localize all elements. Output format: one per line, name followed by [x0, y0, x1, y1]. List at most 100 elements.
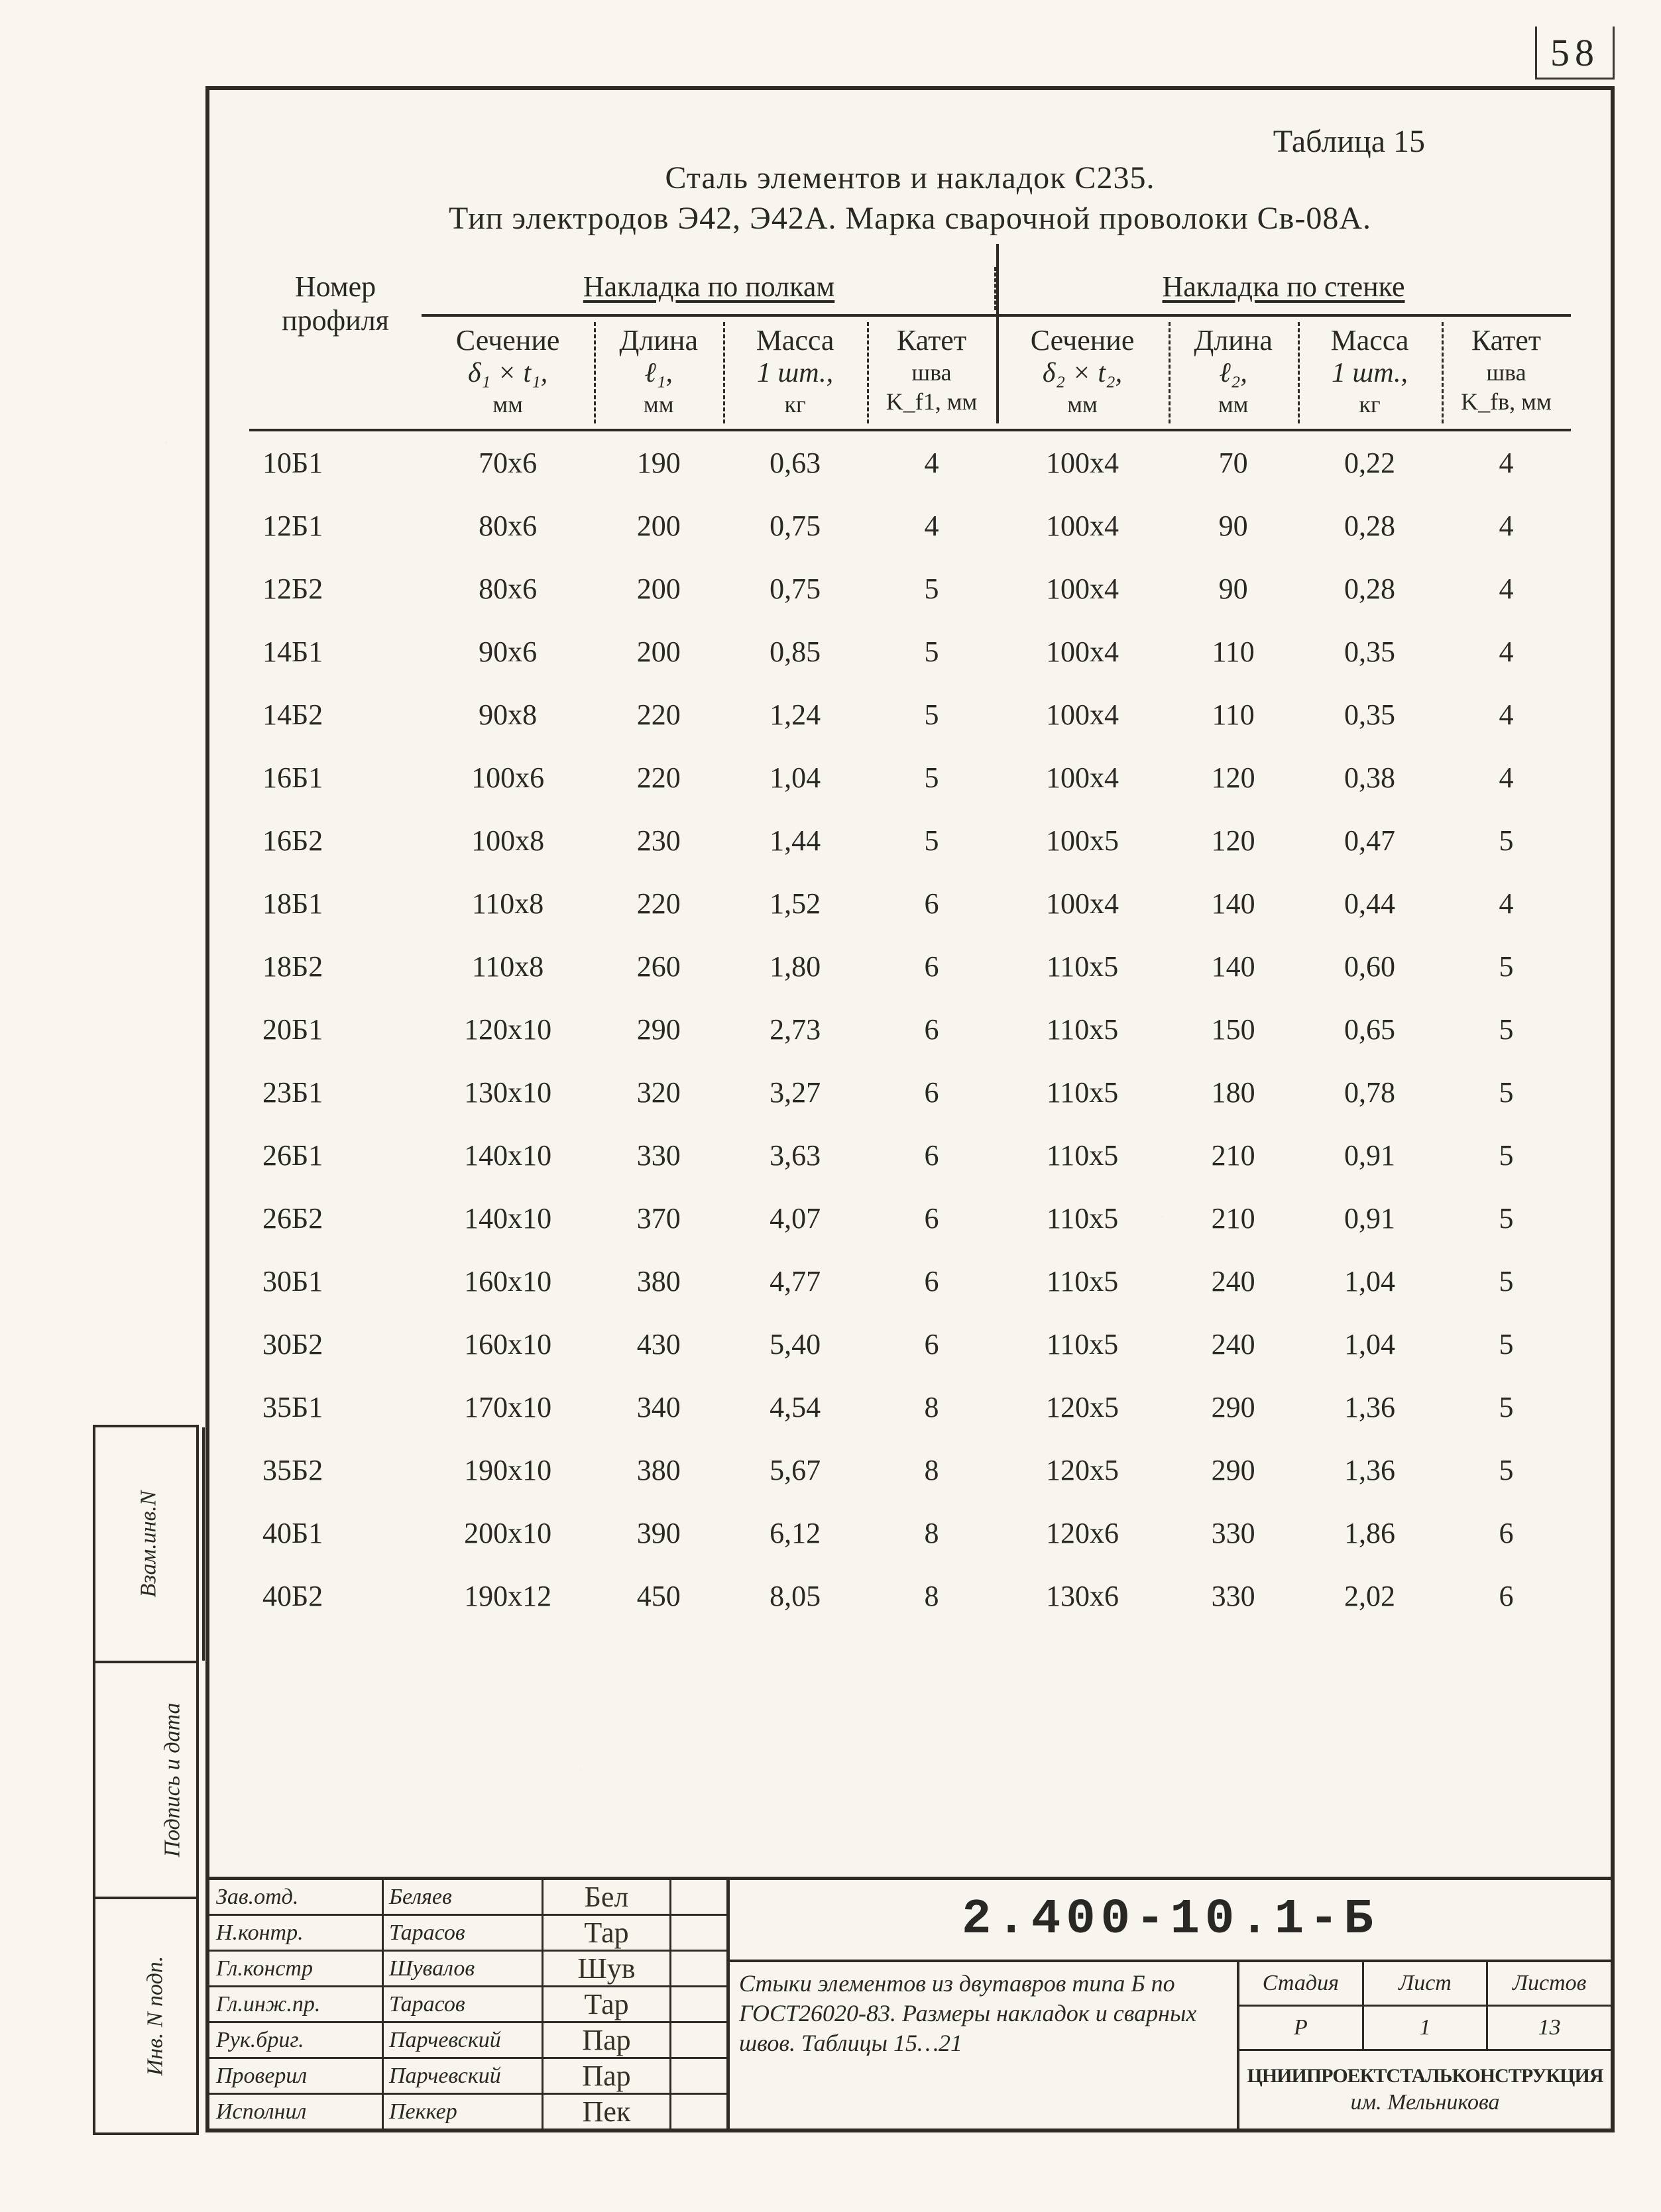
signer-name: Тарасов — [384, 1987, 544, 2021]
table-cell: 120х5 — [996, 1376, 1169, 1439]
table-cell: 90х6 — [422, 620, 594, 683]
table-cell: 4 — [1442, 620, 1571, 683]
table-cell: 130х6 — [996, 1565, 1169, 1628]
org-sub: им. Мельникова — [1350, 2090, 1499, 2115]
signature-glyph: Тар — [544, 1916, 671, 1950]
table-row: 18Б1110х82201,526100х41400,444 — [249, 872, 1571, 935]
document-frame: Таблица 15 Сталь элементов и накладок С2… — [205, 86, 1615, 2132]
table-cell: 430 — [594, 1313, 723, 1376]
table-cell: 5,40 — [723, 1313, 867, 1376]
signer-name: Пеккер — [384, 2095, 544, 2129]
table-caption: Таблица 15 — [249, 123, 1571, 160]
table-cell: 6 — [867, 998, 996, 1061]
signature-row: Гл.констрШуваловШув — [209, 1952, 726, 1987]
table-cell: 390 — [594, 1502, 723, 1565]
table-cell: 35Б2 — [249, 1439, 422, 1502]
signature-glyph: Пек — [544, 2095, 671, 2129]
signature-glyph: Тар — [544, 1987, 671, 2021]
table-row: 16Б2100х82301,445100х51200,475 — [249, 809, 1571, 872]
table-cell: 2,73 — [723, 998, 867, 1061]
table-row: 14Б290х82201,245100х41100,354 — [249, 683, 1571, 746]
table-cell: 8 — [867, 1439, 996, 1502]
table-cell: 5 — [1442, 935, 1571, 998]
table-cell: 210 — [1169, 1124, 1298, 1187]
col-group-web: Накладка по стенке — [996, 263, 1571, 315]
table-cell: 23Б1 — [249, 1061, 422, 1124]
table-cell: 140х10 — [422, 1187, 594, 1250]
table-cell: 1,36 — [1298, 1376, 1442, 1439]
table-cell: 6 — [867, 1061, 996, 1124]
table-row: 26Б2140х103704,076110х52100,915 — [249, 1187, 1571, 1250]
table-cell: 4 — [1442, 557, 1571, 620]
subhead: Катет шва K_fв, мм — [1442, 315, 1571, 430]
table-cell: 3,27 — [723, 1061, 867, 1124]
table-cell: 1,04 — [723, 746, 867, 809]
table-cell: 0,35 — [1298, 620, 1442, 683]
table-cell: 40Б2 — [249, 1565, 422, 1628]
table-cell: 0,91 — [1298, 1124, 1442, 1187]
table-cell: 4 — [1442, 746, 1571, 809]
table-row: 26Б1140х103303,636110х52100,915 — [249, 1124, 1571, 1187]
table-cell: 140 — [1169, 935, 1298, 998]
table-cell: 8 — [867, 1565, 996, 1628]
table-cell: 100х8 — [422, 809, 594, 872]
table-row: 35Б2190х103805,678120х52901,365 — [249, 1439, 1571, 1502]
table-cell: 4 — [1442, 430, 1571, 494]
table-cell: 6 — [867, 872, 996, 935]
main-table: Номер профиля Накладка по полкам Накладк… — [249, 263, 1571, 1628]
signature-date — [671, 1916, 726, 1950]
side-cell-b: Подпись и дата — [93, 1661, 199, 1897]
table-cell: 18Б1 — [249, 872, 422, 935]
signature-row: Гл.инж.пр.ТарасовТар — [209, 1987, 726, 2023]
title-line: Сталь элементов и накладок С235. — [249, 160, 1571, 196]
meta-val: Р — [1239, 2007, 1364, 2049]
table-cell: 30Б1 — [249, 1250, 422, 1313]
table-cell: 0,91 — [1298, 1187, 1442, 1250]
table-cell: 200 — [594, 557, 723, 620]
table-row: 40Б1200х103906,128120х63301,866 — [249, 1502, 1571, 1565]
table-cell: 6 — [1442, 1565, 1571, 1628]
subhead: Длина ℓ₂, мм — [1169, 315, 1298, 430]
signature-row: ПроверилПарчевскийПар — [209, 2059, 726, 2095]
table-cell: 18Б2 — [249, 935, 422, 998]
table-cell: 1,04 — [1298, 1250, 1442, 1313]
table-cell: 0,65 — [1298, 998, 1442, 1061]
table-cell: 5 — [867, 683, 996, 746]
table-cell: 0,28 — [1298, 494, 1442, 557]
role-label: Гл.констр — [209, 1952, 384, 1985]
role-label: Зав.отд. — [209, 1880, 384, 1914]
document-meta: Стадия Лист Листов Р 1 13 ЦНИИПРОЕКТСТАЛ… — [1239, 1962, 1611, 2129]
table-cell: 6 — [867, 1187, 996, 1250]
table-cell: 0,78 — [1298, 1061, 1442, 1124]
signer-name: Парчевский — [384, 2059, 544, 2093]
table-row: 18Б2110х82601,806110х51400,605 — [249, 935, 1571, 998]
table-cell: 1,52 — [723, 872, 867, 935]
table-cell: 5 — [1442, 1187, 1571, 1250]
role-label: Исполнил — [209, 2095, 384, 2129]
table-cell: 320 — [594, 1061, 723, 1124]
table-cell: 290 — [1169, 1376, 1298, 1439]
role-label: Гл.инж.пр. — [209, 1987, 384, 2021]
signature-date — [671, 2095, 726, 2129]
table-cell: 1,44 — [723, 809, 867, 872]
table-cell: 370 — [594, 1187, 723, 1250]
signature-glyph: Пар — [544, 2059, 671, 2093]
table-cell: 190х12 — [422, 1565, 594, 1628]
table-cell: 5 — [867, 620, 996, 683]
side-label: Подпись и дата — [160, 1702, 186, 1857]
role-label: Рук.бриг. — [209, 2023, 384, 2057]
table-cell: 70 — [1169, 430, 1298, 494]
table-cell: 110х5 — [996, 1313, 1169, 1376]
table-cell: 160х10 — [422, 1313, 594, 1376]
table-cell: 5 — [1442, 1313, 1571, 1376]
signature-row: Н.контр.ТарасовТар — [209, 1916, 726, 1952]
title-block: Зав.отд.БеляевБелН.контр.ТарасовТарГл.ко… — [209, 1877, 1611, 2129]
table-cell: 6 — [867, 1250, 996, 1313]
org-name: ЦНИИПРОЕКТСТАЛЬКОНСТРУКЦИЯ — [1247, 2065, 1603, 2087]
table-row: 35Б1170х103404,548120х52901,365 — [249, 1376, 1571, 1439]
table-cell: 5 — [1442, 1250, 1571, 1313]
table-cell: 150 — [1169, 998, 1298, 1061]
table-cell: 100х4 — [996, 683, 1169, 746]
signature-row: Зав.отд.БеляевБел — [209, 1880, 726, 1916]
table-cell: 3,63 — [723, 1124, 867, 1187]
